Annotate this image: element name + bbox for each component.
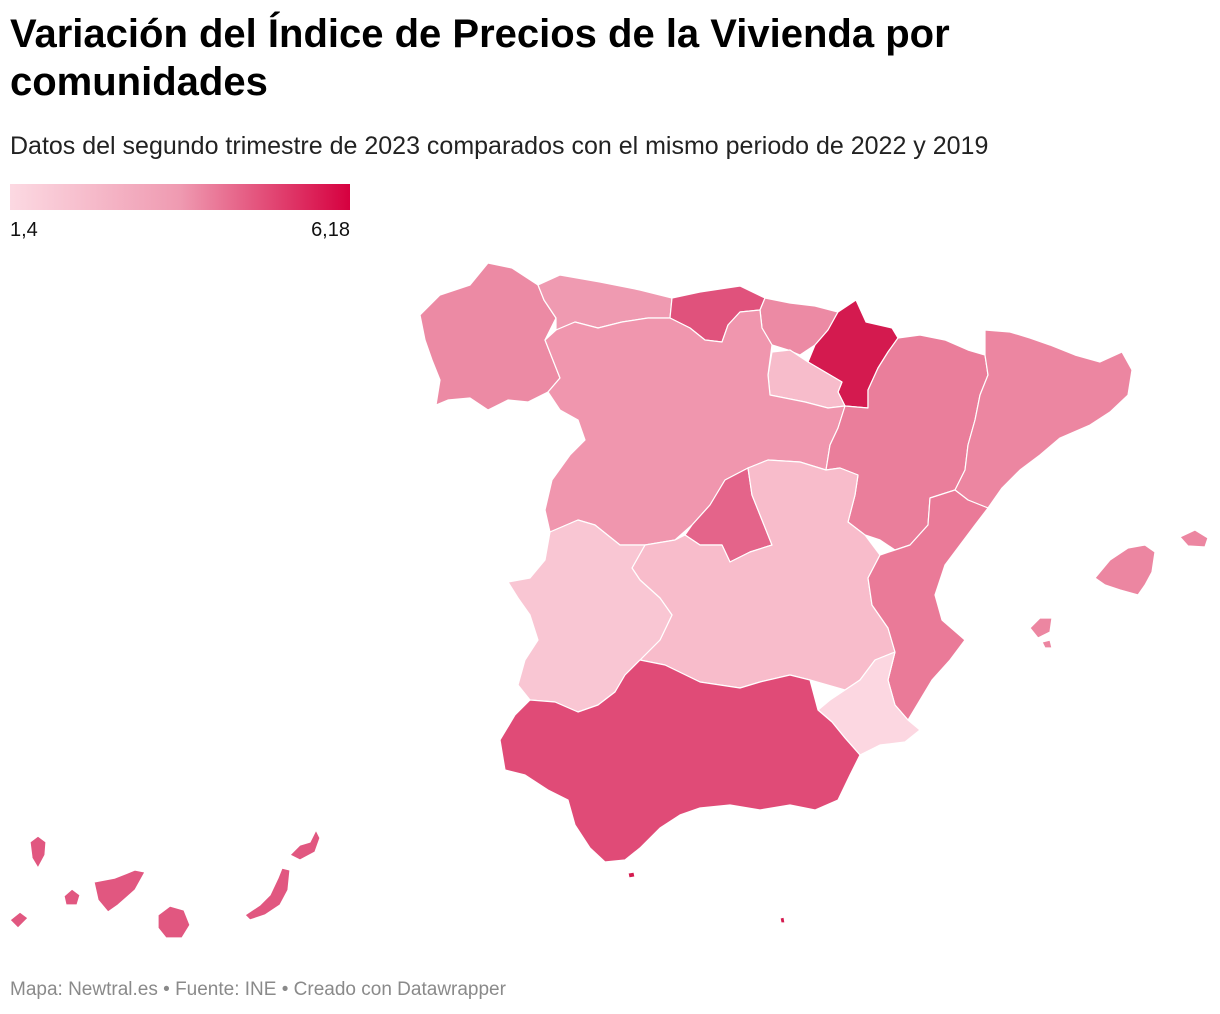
color-legend: 1,4 6,18 bbox=[10, 184, 350, 245]
spain-choropleth-map bbox=[9, 262, 1209, 939]
footer-map-credit: Mapa: Newtral.es bbox=[10, 979, 158, 1000]
chart-subtitle: Datos del segundo trimestre de 2023 comp… bbox=[10, 132, 989, 160]
region-canarias-tenerife[interactable] bbox=[93, 869, 146, 913]
region-andalucia[interactable] bbox=[499, 659, 861, 863]
region-baleares-formentera[interactable] bbox=[1041, 639, 1053, 649]
footer-separator: • bbox=[276, 979, 294, 1000]
footer-source: Fuente: INE bbox=[175, 979, 277, 1000]
legend-min-label: 1,4 bbox=[10, 219, 38, 241]
region-canarias-la-palma[interactable] bbox=[29, 835, 47, 869]
chart-title: Variación del Índice de Precios de la Vi… bbox=[10, 12, 950, 104]
region-baleares-mallorca[interactable] bbox=[1094, 544, 1156, 596]
footer-tool-link[interactable]: Creado con Datawrapper bbox=[293, 979, 506, 1000]
region-melilla[interactable] bbox=[779, 916, 786, 924]
region-cataluna[interactable] bbox=[954, 329, 1133, 509]
region-baleares-menorca[interactable] bbox=[1179, 529, 1209, 548]
legend-gradient-bar bbox=[10, 184, 350, 210]
region-canarias-fuerteventura[interactable] bbox=[244, 867, 291, 921]
region-canarias-el-hierro[interactable] bbox=[9, 911, 29, 929]
region-valencia[interactable] bbox=[867, 489, 989, 721]
legend-max-label: 6,18 bbox=[311, 219, 350, 241]
region-canarias-gran-canaria[interactable] bbox=[157, 905, 191, 939]
footer-credits: Mapa: Newtral.es • Fuente: INE • Creado … bbox=[10, 979, 506, 1001]
region-baleares-ibiza[interactable] bbox=[1029, 617, 1053, 639]
region-canarias-la-gomera[interactable] bbox=[63, 888, 81, 906]
region-ceuta[interactable] bbox=[627, 871, 636, 879]
footer-separator: • bbox=[157, 979, 176, 1000]
region-canarias-lanzarote[interactable] bbox=[289, 829, 321, 861]
